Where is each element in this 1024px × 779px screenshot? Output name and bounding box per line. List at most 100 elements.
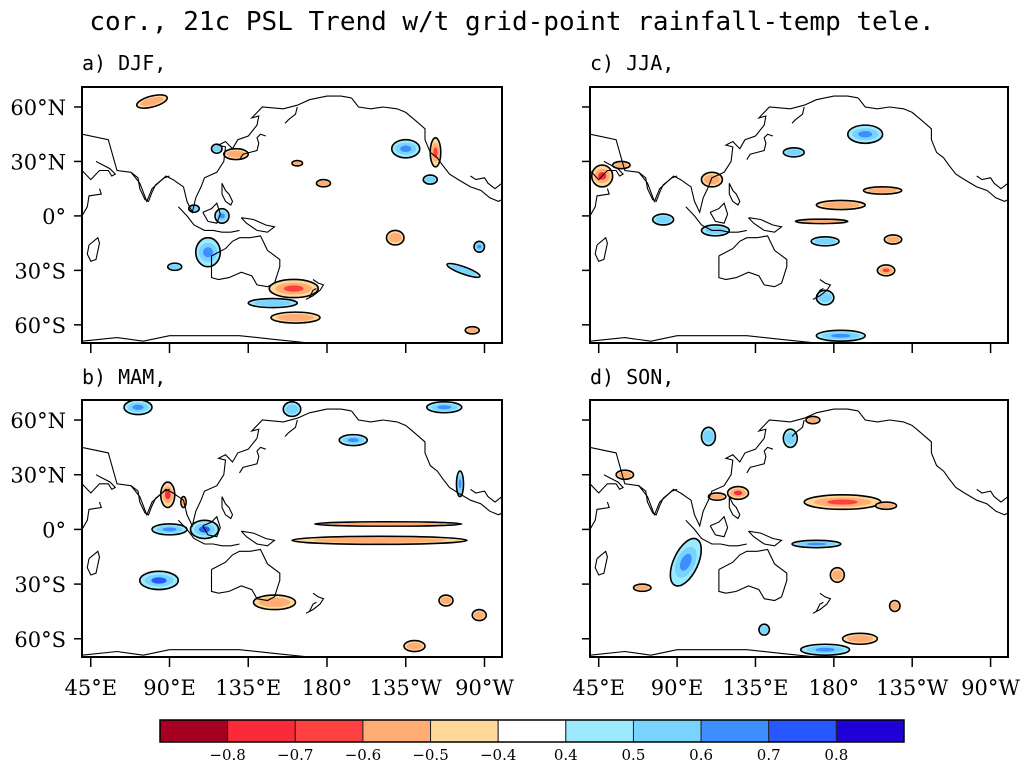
contour-inner [785,149,802,156]
contour-inner [760,626,769,634]
contour-inner [832,570,843,580]
contour-core [203,247,213,258]
coastline [718,235,788,288]
contour-core [164,490,171,500]
contour-region [862,186,903,195]
coastline [976,488,1008,503]
panel-jja: c) JJA, [582,51,1009,353]
coastline [82,95,352,214]
contour-core [882,268,890,273]
coastline [82,474,117,494]
map-area [590,87,1008,343]
coastline [857,410,1008,516]
contour-region [632,583,652,593]
contour-inner [846,635,874,643]
contour-inner [890,602,899,610]
contour-region [473,240,486,254]
lat-tick-label: 30°N [10,150,66,174]
contour-inner [333,522,444,526]
coastline [130,171,170,203]
coastline [86,236,101,262]
colorbar-swatch [362,719,432,743]
coastline [709,202,729,224]
panels: a) DJF, 60°N 30°N 0° 30°S 60°S b) MAM, 60°N 30°N… [10,51,1020,700]
colorbar-tick-label: 0.6 [689,746,713,764]
coastline [685,519,747,547]
map-frame [81,86,503,344]
contour-core [831,333,851,338]
contour-inner [140,96,164,107]
contour-inner [635,585,649,591]
coastline [709,515,729,538]
contour-region [651,213,675,226]
coastline [351,97,502,203]
colorbar-swatch [159,719,229,743]
lon-tick-label: 90°E [143,676,196,700]
coastline [470,175,502,190]
contour-region [159,481,176,509]
lat-tick-label: 30°N [10,464,66,488]
contour-inner [212,145,221,152]
contour-core [433,147,438,158]
lat-tick-label: 30°S [14,573,66,597]
contour-inner [655,215,671,224]
panel-mam: b) MAM, 60°N 30°N 0° 30°S 60°S 45°E 90°E 135°E 18… [10,365,514,700]
colorbar-swatch [430,719,499,743]
coastline [590,335,834,343]
colorbar-frame [159,719,905,743]
contour-region [222,147,250,161]
contour-region [291,535,468,546]
contour-inner [318,180,329,186]
contour-region [268,278,320,299]
map-area [590,400,1008,657]
contour-region [883,234,903,245]
contour-region [707,492,727,502]
contour-region [815,329,866,342]
panel-djf: a) DJF, 60°N 30°N 0° 30°S 60°S [10,51,503,353]
lat-tick-label: 60°N [10,409,66,433]
contour-core [283,285,304,292]
lon-tick-label: 90°E [651,676,704,700]
contour-inner [425,176,436,183]
contour-inner [614,162,628,168]
contour-inner [802,219,842,223]
contour-inner [285,404,299,414]
coastline [82,649,327,657]
contour-inner [704,174,720,185]
lon-tick-label: 45°E [572,676,625,700]
contour-core [806,542,827,546]
contour-region [876,264,896,277]
colorbar-tick-label: −0.4 [480,746,516,764]
contour-region [338,433,369,447]
coastline [470,488,502,503]
contour-region [315,178,332,188]
map-area [82,400,502,657]
lon-tick-label: 135°E [722,676,788,700]
colorbar-tick-label: 0.5 [622,746,646,764]
coastline [177,519,240,547]
contour-region [291,159,304,167]
colorbar-tick-label: −0.8 [209,746,245,764]
coastline [202,202,221,224]
coastline [748,217,783,233]
contour-inner [293,161,302,166]
coastline [976,175,1008,190]
contour-region [429,137,442,168]
contour-inner [822,202,860,208]
contour-region [446,262,481,279]
contour-core [347,438,359,443]
coastline [590,188,610,235]
lon-tick-label: 180° [302,676,353,700]
colorbar-tick-label: 0.8 [824,746,848,764]
contour-inner [388,232,402,243]
contour-inner [886,236,900,243]
contour-inner [277,314,314,322]
colorbar-swatch [768,719,837,743]
panel-label: b) MAM, [82,365,166,389]
contour-region [270,311,321,324]
contour-region [390,138,421,159]
colorbar-swatch [700,719,770,743]
panel-label: a) DJF, [82,51,166,75]
contour-region [874,501,898,511]
coastline [130,485,170,516]
